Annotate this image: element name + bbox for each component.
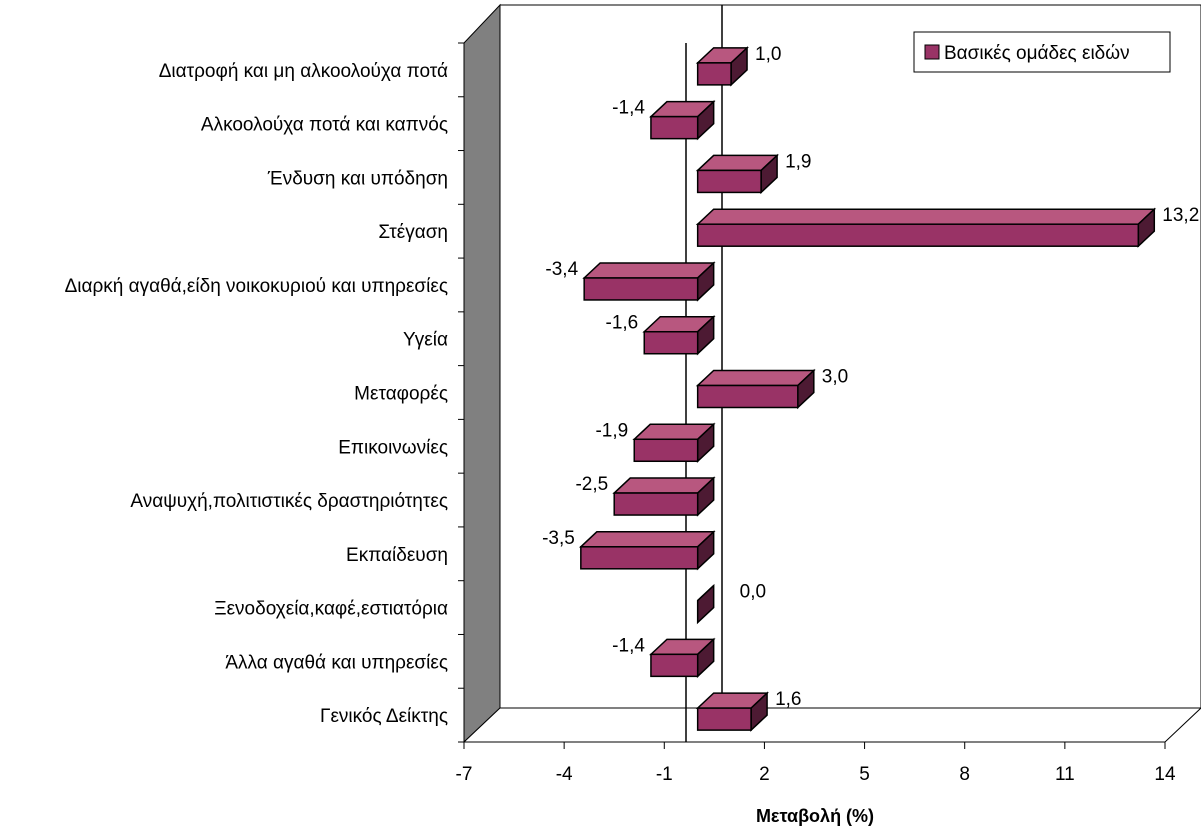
bar-front-face <box>583 277 699 301</box>
x-axis-ticks: -7 -4 -1 2 5 8 11 14 <box>456 742 1176 785</box>
bar <box>649 637 716 679</box>
bar <box>695 368 816 410</box>
category-label: Άλλα αγαθά και υπηρεσίες <box>225 652 448 673</box>
bar-top-face <box>612 477 716 494</box>
bar <box>578 530 716 571</box>
x-tick-label: -7 <box>456 764 473 785</box>
category-label: Επικοινωνίες <box>338 437 448 458</box>
chart-side-wall <box>463 3 501 744</box>
chart-floor <box>462 707 1201 743</box>
legend: Βασικές ομάδες ειδών <box>913 31 1171 73</box>
legend-swatch <box>924 44 940 60</box>
bar-top-face <box>578 531 716 548</box>
legend-box <box>913 31 1171 73</box>
data-labels: 1,0 -1,4 1,9 13,2 -3,4 -1,6 3,0 -1,9 -2,5 -3,5 0,0… <box>542 44 1199 710</box>
bar-front-face <box>696 384 799 409</box>
bar <box>695 153 779 195</box>
category-label: Ένδυση και υπόδηση <box>267 168 448 189</box>
bar-front-face <box>696 223 1140 247</box>
category-label: Αλκοολούχα ποτά και καπνός <box>201 115 448 136</box>
bar <box>695 207 1157 248</box>
data-label: -3,4 <box>545 259 578 280</box>
bar-front-face <box>650 653 699 678</box>
data-label: -3,5 <box>542 528 575 549</box>
category-label: Εκπαίδευση <box>346 545 448 566</box>
category-label: Ξενοδοχεία,καφέ,εστιατόρια <box>214 599 448 620</box>
legend-label: Βασικές ομάδες ειδών <box>944 43 1130 64</box>
bar-top-face <box>695 369 816 387</box>
x-tick-label: 11 <box>1055 764 1075 785</box>
x-tick-label: -4 <box>556 764 573 785</box>
x-tick-label: 5 <box>859 764 870 785</box>
bar-top-face <box>695 208 1157 225</box>
bar-front-face <box>650 115 699 140</box>
data-label: -1,4 <box>612 635 645 656</box>
x-tick-label: 8 <box>959 764 970 785</box>
data-label: 3,0 <box>822 367 848 388</box>
category-labels: Διατροφή και μη αλκοολούχα ποτά Αλκοολούχ… <box>65 61 448 727</box>
bar-front-face <box>613 492 699 516</box>
category-label: Διατροφή και μη αλκοολούχα ποτά <box>159 61 448 82</box>
x-tick-label: -1 <box>656 764 673 785</box>
x-tick-label: 2 <box>759 764 770 785</box>
category-label: Γενικός Δείκτης <box>320 706 448 727</box>
bar-front-face <box>696 707 752 731</box>
bar-front-face <box>633 438 699 463</box>
bar-front-face <box>580 546 699 570</box>
data-label: 0,0 <box>740 582 766 603</box>
x-tick-label: 14 <box>1154 764 1176 785</box>
bar <box>695 691 769 732</box>
bar <box>642 314 716 356</box>
bar-front-face <box>696 169 762 194</box>
chart-back-wall <box>499 4 1201 709</box>
bar <box>696 583 715 625</box>
category-label: Διαρκή αγαθά,είδη νοικοκυριού και υπηρεσ… <box>65 276 448 297</box>
bar <box>649 99 716 141</box>
data-label: 1,0 <box>755 44 781 65</box>
data-label: -2,5 <box>575 474 608 495</box>
y-axis-ticks <box>458 42 464 743</box>
data-label: -1,6 <box>606 313 639 334</box>
bar-front-face <box>696 62 732 86</box>
bar <box>632 422 716 464</box>
category-label: Στέγαση <box>378 222 448 243</box>
bar <box>612 476 716 517</box>
data-label: 1,9 <box>785 151 811 172</box>
data-label: 1,6 <box>775 689 801 710</box>
bar-top-face <box>582 262 716 279</box>
bar <box>582 261 716 302</box>
x-axis-title: Μεταβολή (%) <box>756 806 874 826</box>
bar <box>695 46 749 87</box>
category-label: Μεταφορές <box>354 384 448 405</box>
data-label: -1,9 <box>595 420 628 441</box>
data-label: -1,4 <box>612 98 645 119</box>
category-label: Υγεία <box>403 330 448 351</box>
data-label: 13,2 <box>1162 205 1199 226</box>
bar-side-face <box>696 583 715 625</box>
bar-front-face <box>643 330 699 355</box>
category-label: Αναψυχή,πολιτιστικές δραστηριότητες <box>130 491 448 512</box>
bars-group <box>578 46 1157 732</box>
